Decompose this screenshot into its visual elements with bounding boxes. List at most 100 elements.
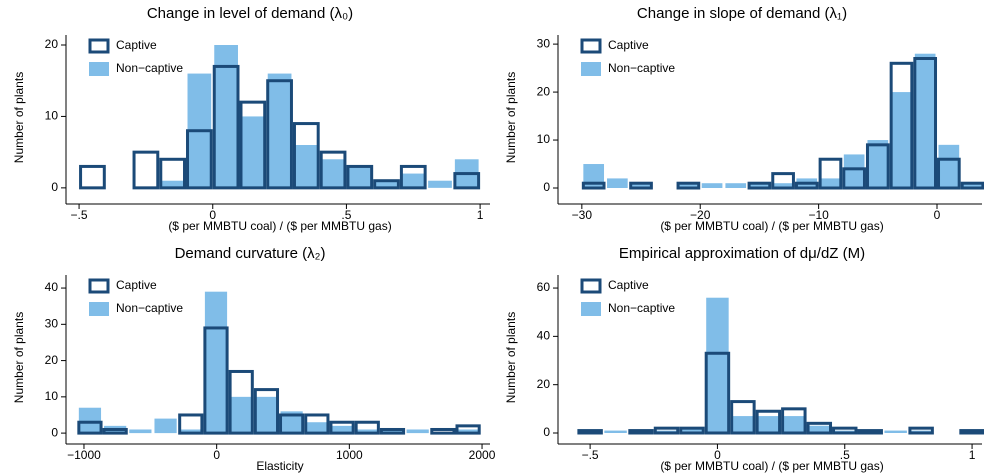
bar	[843, 154, 865, 189]
legend-swatch	[88, 38, 110, 54]
bar	[865, 143, 890, 190]
bar	[354, 420, 380, 435]
bar	[102, 427, 128, 435]
bar	[294, 145, 319, 188]
legend-label: Non−captive	[116, 61, 183, 75]
x-tick-label: 1000	[336, 448, 363, 462]
y-axis-label: Number of plants	[504, 72, 518, 163]
legend-label: Captive	[116, 38, 157, 52]
legend-label: Non−captive	[608, 61, 675, 75]
y-tick-label: 0	[51, 180, 58, 194]
y-tick-label: 0	[51, 425, 58, 439]
chart-title: Change in slope of demand (λ₁)	[637, 5, 847, 22]
legend-label: Captive	[608, 278, 649, 292]
panel: Change in level of demand (λ₀) ($ per MMB…	[12, 5, 490, 233]
bar	[154, 418, 177, 434]
x-tick-label: −.5	[582, 448, 599, 462]
bar	[179, 429, 202, 434]
y-tick-label: 40	[537, 329, 551, 343]
bar	[908, 426, 934, 435]
y-tick-label: 20	[537, 377, 551, 391]
y-tick-label: 10	[45, 109, 59, 123]
y-tick-label: 20	[537, 84, 551, 98]
bar	[267, 73, 292, 188]
bar	[679, 426, 705, 435]
bar	[239, 100, 267, 190]
x-tick-label: 0	[934, 208, 941, 222]
x-tick-label: −20	[690, 208, 711, 222]
y-tick-label: 20	[45, 353, 59, 367]
bar	[356, 429, 379, 434]
bar	[818, 157, 843, 190]
y-tick-label: 0	[543, 425, 550, 439]
bar	[230, 396, 253, 434]
y-tick-label: 10	[537, 132, 551, 146]
x-tick-label: .5	[840, 448, 850, 462]
bar	[772, 183, 794, 189]
bar	[77, 420, 103, 435]
bar	[381, 429, 404, 434]
y-tick-label: 10	[45, 389, 59, 403]
bar	[960, 181, 984, 190]
bar	[701, 183, 723, 189]
bar	[178, 413, 204, 435]
bar	[755, 409, 782, 435]
bar	[186, 129, 213, 190]
bar	[782, 416, 806, 433]
panel: Demand curvature (λ₂) Elasticity Number of…	[12, 245, 496, 473]
bar	[78, 407, 102, 434]
bar	[676, 181, 701, 190]
bar	[279, 413, 305, 435]
panel: Change in slope of demand (λ₁) ($ per MMB…	[504, 5, 984, 233]
legend-swatch	[89, 62, 109, 76]
bar	[937, 157, 961, 190]
x-tick-label: 0	[714, 448, 721, 462]
bar	[346, 164, 374, 190]
bar	[757, 416, 780, 433]
bar	[604, 430, 627, 433]
bar	[319, 150, 347, 190]
bar	[457, 429, 480, 434]
bar	[706, 297, 729, 433]
bar	[305, 422, 328, 434]
legend-swatch	[580, 278, 602, 294]
legend-swatch	[581, 302, 601, 316]
bar	[430, 427, 456, 435]
bar	[453, 172, 481, 190]
bar	[653, 426, 680, 435]
y-tick-label: 0	[543, 180, 550, 194]
legend-label: Captive	[116, 278, 157, 292]
legend-swatch	[88, 278, 110, 294]
bar	[628, 429, 654, 435]
bar	[891, 92, 912, 189]
bar	[913, 57, 938, 190]
bar	[159, 157, 187, 190]
bar	[255, 396, 278, 434]
bar	[884, 430, 907, 433]
bar	[455, 424, 481, 435]
legend-label: Non−captive	[116, 301, 183, 315]
bar	[304, 413, 330, 435]
y-axis-label: Number of plants	[12, 72, 26, 163]
x-axis-label: Elasticity	[256, 459, 303, 473]
bar	[629, 181, 653, 190]
x-axis-label: ($ per MMBTU coal) / ($ per MMBTU gas)	[660, 219, 883, 233]
bar	[428, 180, 452, 188]
bar	[214, 45, 238, 188]
bar	[725, 183, 747, 189]
bar	[794, 181, 819, 190]
bar	[962, 183, 983, 189]
x-tick-label: 0	[213, 448, 220, 462]
y-axis-label: Number of plants	[12, 312, 26, 403]
legend-label: Captive	[608, 38, 649, 52]
bar	[129, 429, 152, 434]
legend-swatch	[89, 302, 109, 316]
bar	[832, 426, 858, 435]
x-tick-label: −30	[572, 208, 593, 222]
bar	[820, 178, 841, 189]
bar	[330, 425, 354, 434]
bar	[204, 291, 228, 434]
y-tick-label: 30	[45, 316, 59, 330]
bar	[914, 53, 936, 189]
